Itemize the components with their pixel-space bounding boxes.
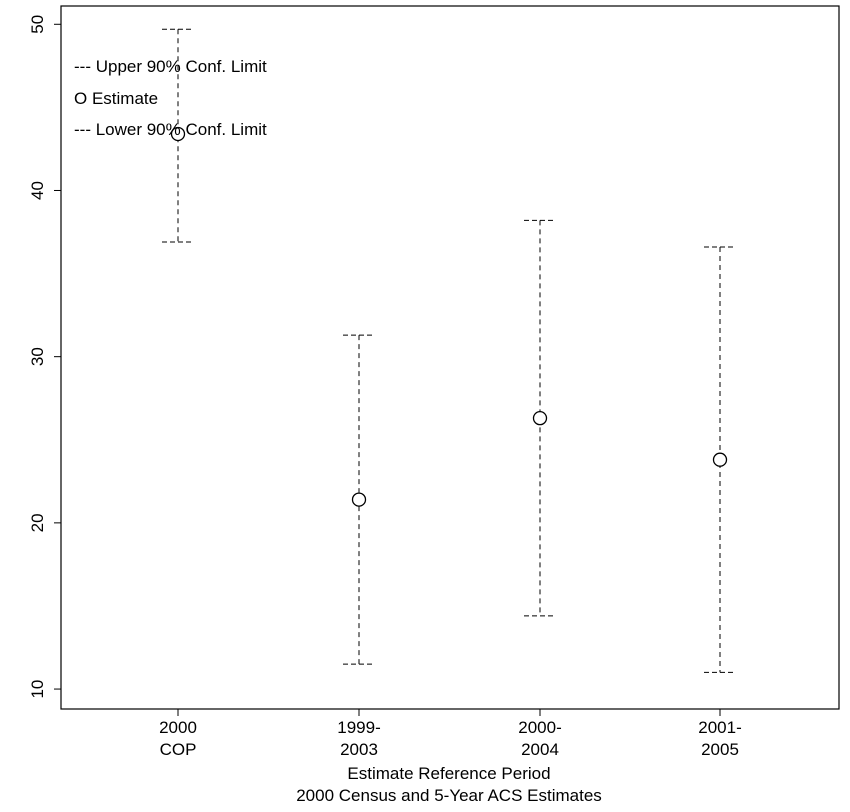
x-axis: 2000 COP 1999- 2003 2000- 2004 2001- 2005	[159, 709, 742, 759]
y-tick-label: 50	[28, 15, 47, 34]
y-tick-label: 20	[28, 513, 47, 532]
estimate-point	[532, 411, 548, 426]
y-tick-label: 40	[28, 181, 47, 200]
estimate-point	[170, 126, 186, 142]
y-tick-label: 30	[28, 347, 47, 366]
x-axis-title: Estimate Reference Period 2000 Census and…	[296, 764, 602, 805]
estimate-point	[712, 452, 728, 467]
legend: --- Upper 90% Conf. Limit O Estimate --- L…	[74, 57, 267, 139]
x-tick-label: 2003	[340, 740, 378, 759]
y-tick-label: 10	[28, 680, 47, 699]
x-tick-label: 2001-	[698, 718, 741, 737]
x-tick-label: 2000	[159, 718, 197, 737]
chart-marks	[162, 28, 736, 673]
legend-entry: O Estimate	[74, 89, 158, 108]
x-tick-label: COP	[160, 740, 197, 759]
y-axis: 10 20 30 40 50	[28, 15, 61, 699]
x-tick-label: 2005	[701, 740, 739, 759]
x-tick-label: 2000-	[518, 718, 561, 737]
x-tick-label: 2004	[521, 740, 559, 759]
legend-entry: --- Upper 90% Conf. Limit	[74, 57, 267, 76]
x-tick-label: 1999-	[337, 718, 380, 737]
plot-frame	[60, 5, 840, 710]
estimate-point	[351, 492, 367, 507]
x-axis-label: Estimate Reference Period	[347, 764, 550, 783]
x-axis-sublabel: 2000 Census and 5-Year ACS Estimates	[296, 786, 602, 805]
legend-entry: --- Lower 90% Conf. Limit	[74, 120, 267, 139]
